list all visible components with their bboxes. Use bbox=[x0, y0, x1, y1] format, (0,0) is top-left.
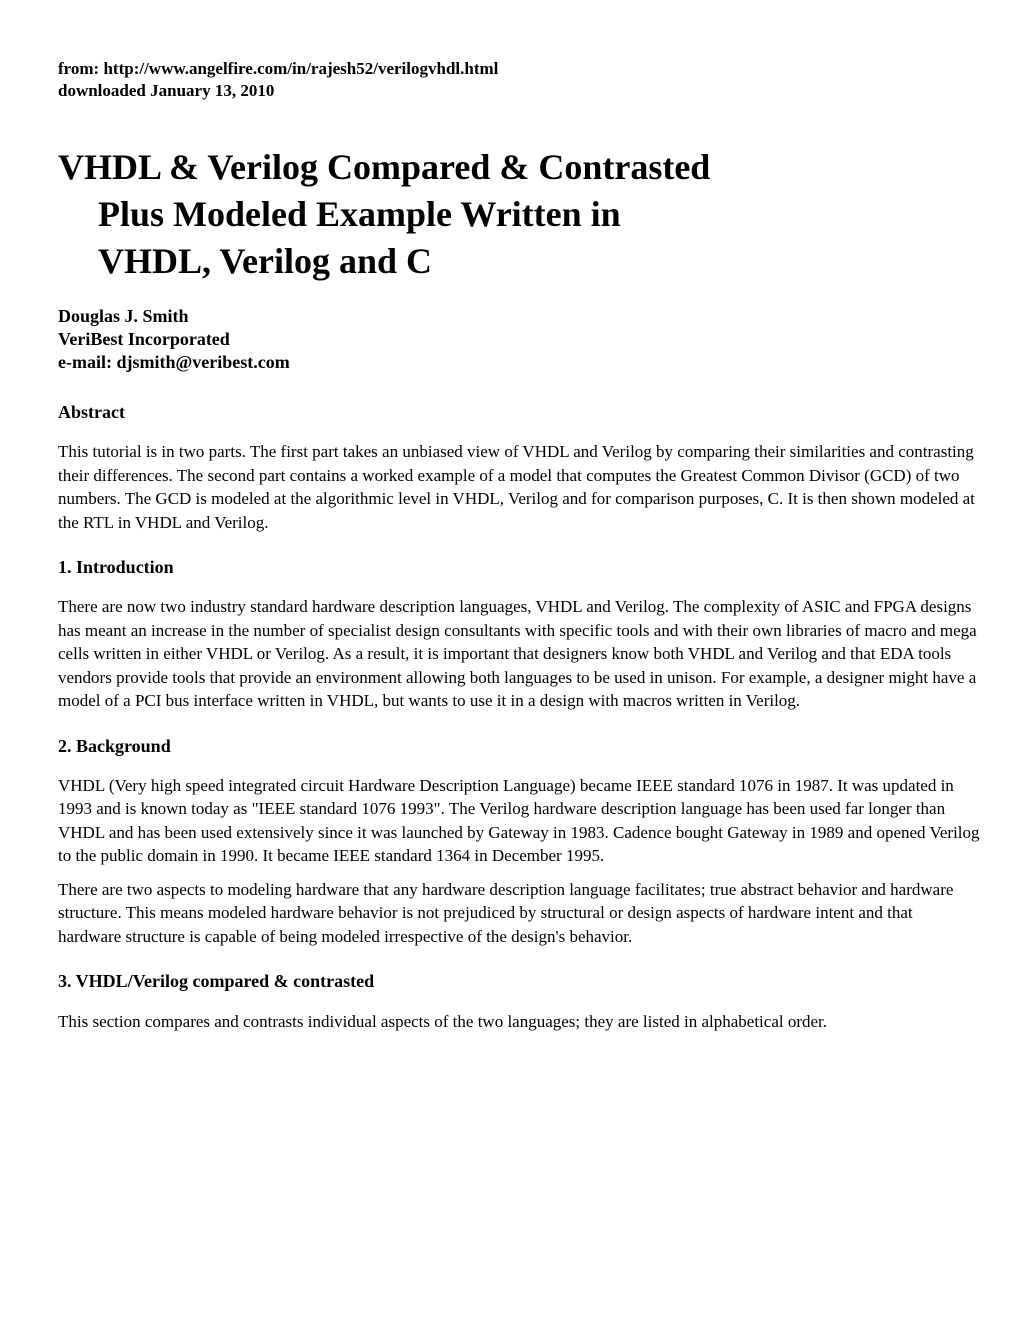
source-url: from: http://www.angelfire.com/in/rajesh… bbox=[58, 58, 980, 80]
section-heading-compared: 3. VHDL/Verilog compared & contrasted bbox=[58, 970, 980, 993]
title-line-2: Plus Modeled Example Written in bbox=[58, 191, 980, 238]
title-line-3: VHDL, Verilog and C bbox=[58, 238, 980, 285]
compared-body: This section compares and contrasts indi… bbox=[58, 1010, 980, 1033]
page-title: VHDL & Verilog Compared & Contrasted Plu… bbox=[58, 144, 980, 284]
section-heading-introduction: 1. Introduction bbox=[58, 556, 980, 579]
background-body-2: There are two aspects to modeling hardwa… bbox=[58, 878, 980, 948]
section-heading-abstract: Abstract bbox=[58, 401, 980, 424]
background-body-1: VHDL (Very high speed integrated circuit… bbox=[58, 774, 980, 868]
section-heading-background: 2. Background bbox=[58, 735, 980, 758]
author-email: e-mail: djsmith@veribest.com bbox=[58, 351, 980, 374]
introduction-body: There are now two industry standard hard… bbox=[58, 595, 980, 712]
source-info: from: http://www.angelfire.com/in/rajesh… bbox=[58, 58, 980, 102]
abstract-body: This tutorial is in two parts. The first… bbox=[58, 440, 980, 534]
source-date: downloaded January 13, 2010 bbox=[58, 80, 980, 102]
author-affiliation: VeriBest Incorporated bbox=[58, 328, 980, 351]
author-block: Douglas J. Smith VeriBest Incorporated e… bbox=[58, 305, 980, 375]
author-name: Douglas J. Smith bbox=[58, 305, 980, 328]
title-line-1: VHDL & Verilog Compared & Contrasted bbox=[58, 144, 980, 191]
